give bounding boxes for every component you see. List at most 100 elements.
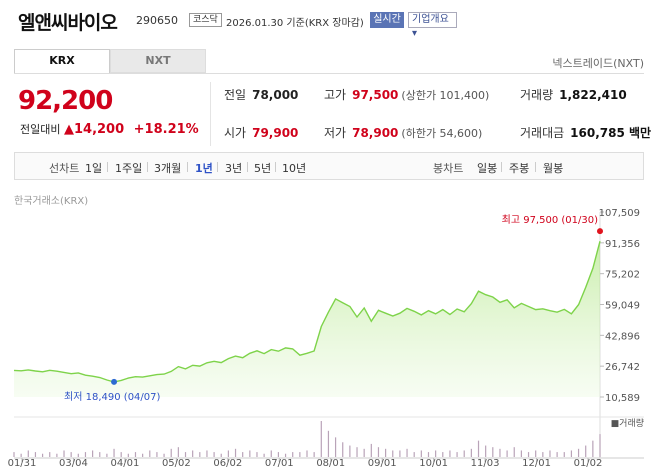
candle-daily[interactable]: 일봉: [477, 162, 498, 175]
volume-bar: [592, 440, 594, 457]
prev-value: 78,000: [252, 88, 299, 102]
y-tick-label: 59,049: [605, 301, 640, 312]
x-tick-label: 10/01: [419, 458, 448, 468]
volume-bar: [577, 448, 580, 457]
volume-bar: [77, 453, 79, 457]
open-value: 79,900: [252, 126, 299, 140]
stat-low: 저가 78,900 (하한가 54,600): [324, 124, 482, 141]
volume-label: 거래량: [520, 88, 554, 102]
volume-bar: [385, 448, 387, 457]
volume-bar: [249, 450, 251, 457]
stats-divider: [210, 82, 211, 146]
x-tick-label: 11/03: [471, 458, 500, 468]
volume-bar: [563, 452, 565, 457]
x-tick-label: 01/31: [8, 458, 37, 468]
candle-monthly[interactable]: 월봉: [543, 162, 564, 175]
x-tick-label: 04/01: [110, 458, 139, 468]
volume-bar: [213, 452, 215, 457]
change-label: 전일대비: [20, 123, 61, 136]
volume-bar: [106, 453, 108, 457]
volume-bar: [156, 452, 158, 457]
volume-bar: [113, 448, 115, 457]
high-label: 고가: [324, 88, 347, 102]
volume-bar: [599, 434, 601, 457]
candle-weekly[interactable]: 주봉: [509, 162, 530, 175]
tab-krx[interactable]: KRX: [14, 49, 110, 73]
volume-bar: [492, 447, 494, 457]
volume-bar: [535, 450, 537, 457]
volume-bar: [192, 450, 194, 457]
volume-bar: [456, 452, 458, 457]
price-chart: 10,589 26,742 42,896 59,049 75,202 91,356 107,…: [8, 208, 644, 468]
stat-volume: 거래량 1,822,410: [520, 86, 627, 103]
realtime-button[interactable]: 실시간: [370, 12, 404, 28]
stat-high: 고가 97,500 (상한가 101,400): [324, 86, 489, 103]
lower-limit: (하한가 54,600): [401, 127, 483, 140]
volume-bar: [63, 450, 65, 457]
period-1w[interactable]: 1주일: [115, 162, 143, 175]
volume-bar: [506, 450, 508, 457]
market-badge: 코스닥: [189, 13, 222, 27]
volume-bar: [520, 450, 522, 457]
line-chart-label: 선차트: [49, 162, 80, 175]
volume-bar: [142, 453, 144, 457]
x-tick-label: 09/01: [368, 458, 397, 468]
volume-bar: [177, 447, 179, 457]
volume-bar: [20, 453, 22, 457]
volume-bar: [377, 447, 380, 457]
y-tick-label: 26,742: [605, 362, 640, 373]
volume-bar: [435, 450, 437, 457]
x-tick-label: 01/02: [574, 458, 603, 468]
volume-bar: [34, 452, 37, 457]
volume-bar: [170, 448, 172, 457]
volume-bar: [313, 452, 315, 457]
y-tick-label: 10,589: [605, 393, 640, 404]
volume-bar: [570, 450, 573, 457]
volume-bar: [427, 452, 430, 457]
volume-bar: [406, 448, 408, 457]
volume-bar: [477, 440, 480, 457]
company-overview-dropdown[interactable]: 기업개요 ▾: [408, 12, 457, 39]
amount-value: 160,785 백만: [570, 126, 652, 140]
period-5y[interactable]: 5년: [254, 162, 272, 175]
x-tick-label: 05/02: [162, 458, 191, 468]
volume-bar: [542, 452, 544, 457]
volume-bar: [199, 452, 201, 457]
volume-bar: [527, 452, 530, 457]
volume-bar: [284, 453, 287, 457]
period-1y[interactable]: 1년: [195, 162, 213, 175]
volume-bar: [92, 450, 94, 457]
period-3m[interactable]: 3개월: [154, 162, 182, 175]
period-10y[interactable]: 10년: [282, 162, 307, 175]
period-divider: [187, 162, 188, 172]
change-value: 14,200: [73, 122, 125, 137]
volume-bar: [27, 450, 29, 457]
tab-nxt[interactable]: NXT: [110, 49, 206, 73]
prev-label: 전일: [224, 88, 247, 102]
period-divider: [217, 162, 218, 172]
x-tick-label: 08/01: [316, 458, 345, 468]
volume-bar: [242, 452, 244, 457]
volume-bar: [327, 430, 330, 457]
volume-bar: [84, 452, 87, 457]
period-3y[interactable]: 3년: [225, 162, 243, 175]
period-divider: [147, 162, 148, 172]
stock-header: 엘앤씨바이오 290650 코스닥 2026.01.30 기준(KRX 장마감)…: [0, 0, 658, 40]
x-tick-label: 12/01: [522, 458, 551, 468]
volume-bar: [513, 447, 515, 457]
y-tick-label: 42,896: [605, 331, 640, 342]
period-bar: 선차트 1일 1주일 3개월 1년 3년 5년 10년 봉차트 일봉 주봉 월봉: [14, 152, 644, 180]
volume-bar: [134, 452, 137, 457]
volume-bar: [299, 452, 301, 457]
y-tick-label: 107,509: [599, 208, 640, 219]
change-percent: +18.21%: [133, 122, 199, 137]
volume-bar: [206, 450, 208, 457]
period-1d[interactable]: 1일: [85, 162, 103, 175]
x-tick-label: 07/01: [265, 458, 294, 468]
volume-bar: [442, 452, 444, 457]
volume-bar: [127, 453, 129, 457]
volume-bar: [334, 437, 337, 457]
stock-code: 290650: [136, 14, 178, 27]
volume-bar: [220, 453, 222, 457]
amount-label: 거래대금: [520, 126, 565, 140]
